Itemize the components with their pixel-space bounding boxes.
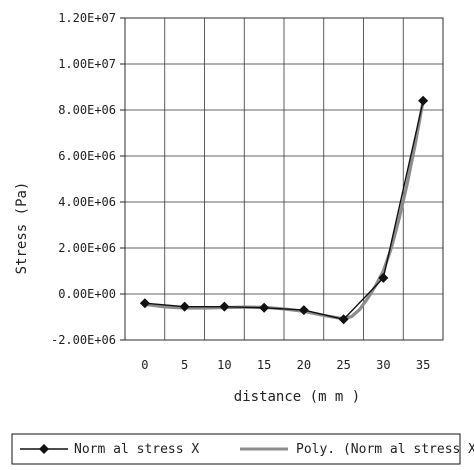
data-point-diamond [298,305,309,316]
x-tick-label: 10 [217,358,231,372]
x-tick-label: 15 [257,358,271,372]
y-tick-label: 4.00E+06 [58,195,116,209]
x-tick-label: 0 [141,358,148,372]
x-tick-label: 25 [336,358,350,372]
data-point-diamond [139,298,150,309]
grid [120,17,444,341]
data-point-diamond [179,301,190,312]
x-tick-labels: 0 5 10 15 20 25 30 35 [141,358,430,372]
x-axis-label: distance (m m ) [234,389,360,405]
y-tick-label: 1.00E+07 [58,57,116,71]
x-tick-label: 30 [376,358,390,372]
y-tick-label: -2.00E+06 [51,333,116,347]
x-tick-label: 35 [416,358,430,372]
y-tick-label: 0.00E+00 [58,287,116,301]
legend-box [11,433,461,465]
legend: Norm al stress X Poly. (Norm al stress X… [11,433,474,465]
data-point-diamond [259,302,270,313]
legend-marker-diamond [39,444,49,454]
data-point-diamond [219,301,230,312]
y-tick-label: 6.00E+06 [58,149,116,163]
x-tick-label: 20 [297,358,311,372]
y-tick-label: 8.00E+06 [58,103,116,117]
legend-label-normal-stress: Norm al stress X [74,442,199,457]
y-tick-label: 1.20E+07 [58,11,116,25]
data-point-diamond [378,272,389,283]
x-tick-label: 5 [181,358,188,372]
series-layer [139,95,429,325]
data-point-diamond [338,314,349,325]
y-axis-label: Stress (Pa) [14,182,30,275]
y-tick-labels: -2.00E+06 0.00E+00 2.00E+06 4.00E+06 6.00E+0… [51,11,116,347]
y-tick-label: 2.00E+06 [58,241,116,255]
legend-label-trendline: Poly. (Norm al stress X) [296,442,474,457]
series-normal-stress-line [144,100,424,321]
data-point-diamond [418,95,429,106]
